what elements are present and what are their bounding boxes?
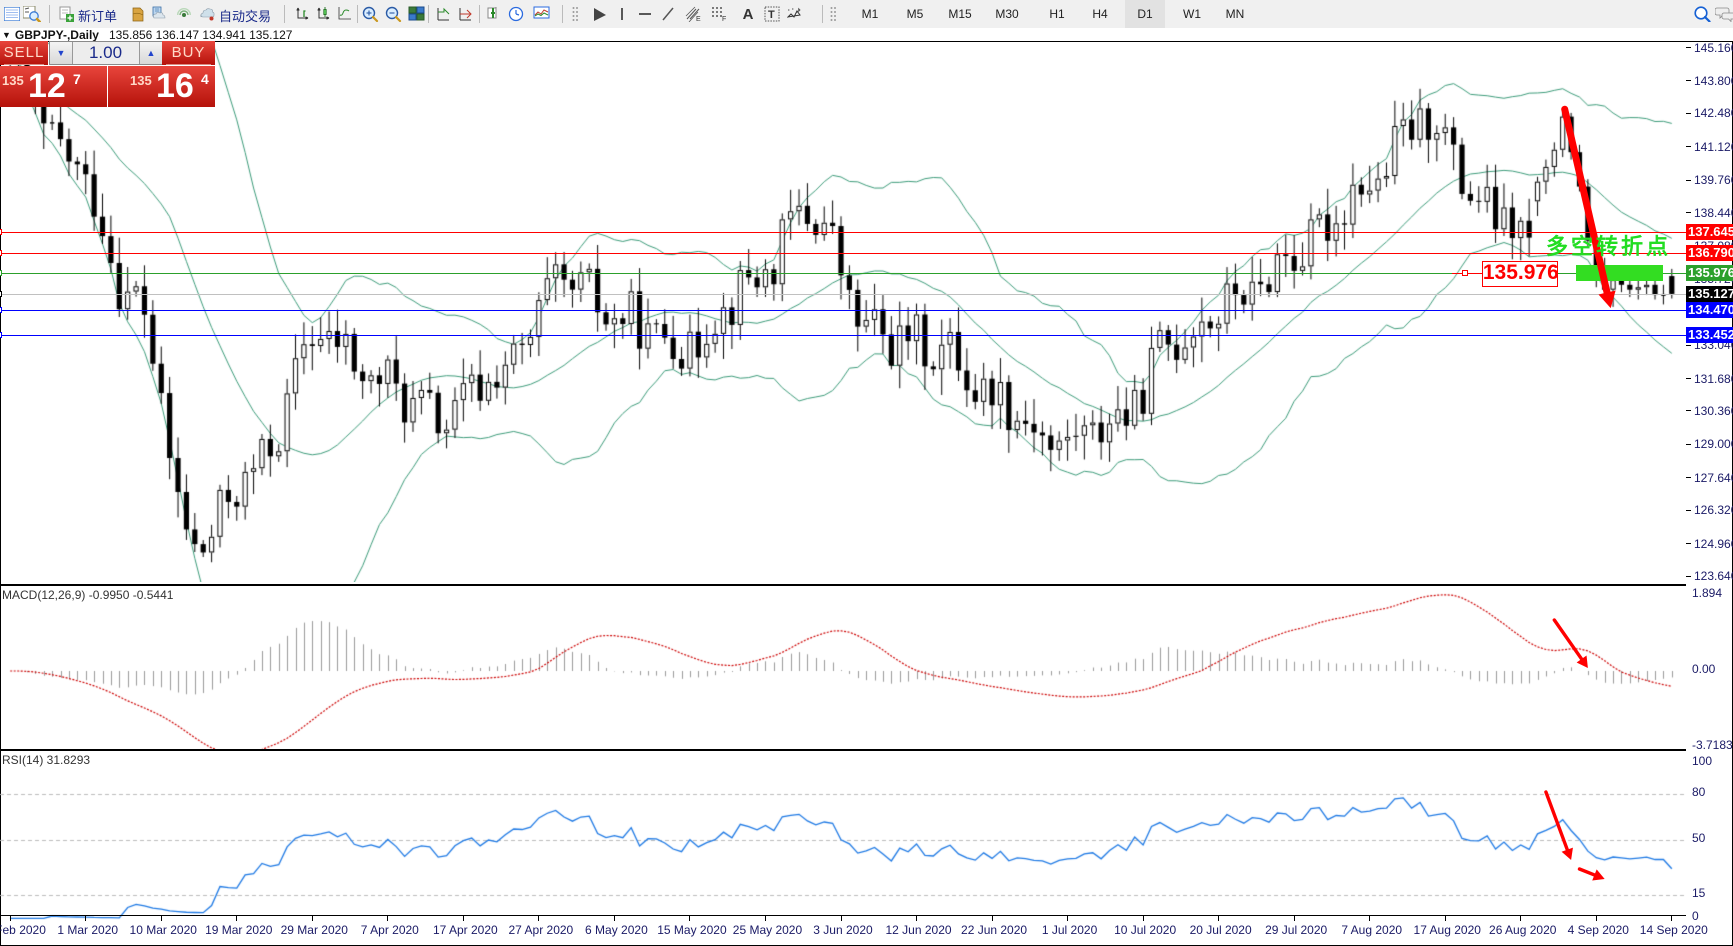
svg-text:E: E [696,16,701,22]
svg-text:T: T [768,9,775,21]
svg-text:F: F [722,16,726,22]
